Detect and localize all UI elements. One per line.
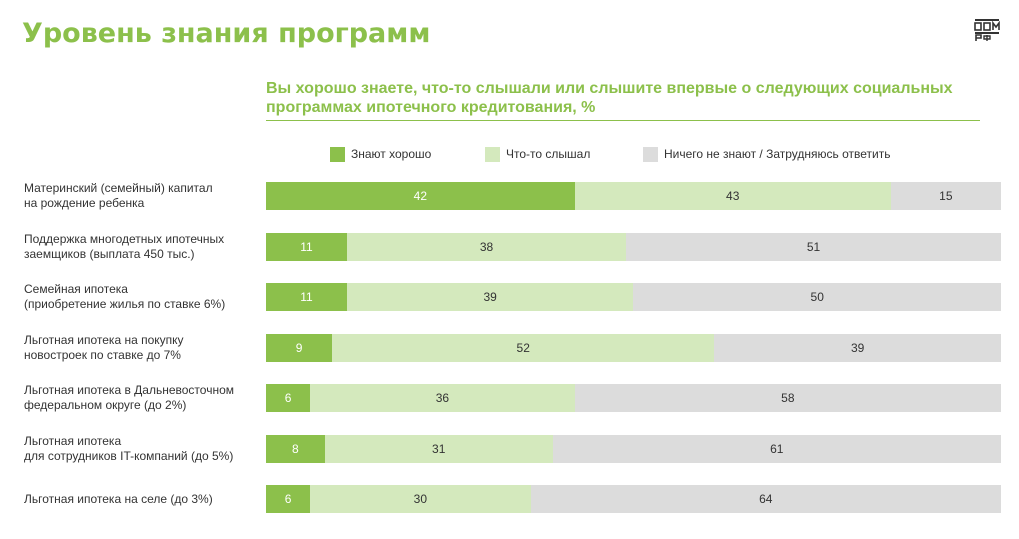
legend-label-none: Ничего не знают / Затрудняюсь ответить <box>664 147 891 161</box>
page-title: Уровень знания программ <box>22 18 431 49</box>
bar-segment-none: 51 <box>626 233 1001 261</box>
category-label-line: Семейная ипотека <box>24 282 128 296</box>
bar-segment-good: 42 <box>266 182 575 210</box>
bar-row: 11 39 50 <box>266 283 1001 311</box>
bar-segment-heard: 39 <box>346 283 634 311</box>
category-label-line: Льготная ипотека на селе (до 3%) <box>24 491 213 506</box>
category-label-line: федеральном округе (до 2%) <box>24 398 187 412</box>
bar-segment-none: 50 <box>633 283 1001 311</box>
bar-row: 9 52 39 <box>266 334 1001 362</box>
bar-segment-heard: 30 <box>310 485 531 513</box>
category-label-line: заемщиков (выплата 450 тыс.) <box>24 247 195 261</box>
bar-segment-none: 39 <box>714 334 1001 362</box>
bar-segment-none: 64 <box>530 485 1001 513</box>
bar-segment-heard: 38 <box>346 233 627 261</box>
bar-row: 6 36 58 <box>266 384 1001 412</box>
dom-rf-logo <box>974 19 1000 41</box>
bar-segment-heard: 36 <box>310 384 575 412</box>
legend-item-none: Ничего не знают / Затрудняюсь ответить <box>643 146 890 162</box>
chart-legend: Знают хорошо Что-то слышал Ничего не зна… <box>0 146 1019 162</box>
legend-item-heard: Что-то слышал <box>485 146 590 162</box>
bar-row: 6 30 64 <box>266 485 1001 513</box>
bar-segment-none: 61 <box>552 435 1001 463</box>
category-label-line: Материнский (семейный) капитал <box>24 181 213 195</box>
legend-swatch-none <box>643 146 658 162</box>
category-label: Семейная ипотека (приобретение жилья по с… <box>24 282 264 312</box>
legend-swatch-good <box>330 146 345 162</box>
bar-segment-good: 11 <box>266 283 347 311</box>
legend-label-good: Знают хорошо <box>351 147 432 161</box>
bar-segment-good: 11 <box>266 233 347 261</box>
category-label: Льготная ипотека для сотрудников IT-компа… <box>24 434 264 464</box>
category-label: Льготная ипотека на селе (до 3%) <box>24 492 264 507</box>
bar-segment-good: 6 <box>266 485 311 513</box>
legend-item-good: Знают хорошо <box>330 146 431 162</box>
bar-segment-heard: 31 <box>324 435 553 463</box>
category-label: Материнский (семейный) капитал на рождени… <box>24 181 264 211</box>
category-label: Поддержка многодетных ипотечных заемщиков… <box>24 232 264 262</box>
category-label: Льготная ипотека на покупку новостроек по… <box>24 333 264 363</box>
bar-segment-good: 6 <box>266 384 311 412</box>
bar-segment-none: 15 <box>890 182 1001 210</box>
bar-segment-heard: 43 <box>574 182 891 210</box>
bar-segment-heard: 52 <box>332 334 715 362</box>
category-label-line: (приобретение жилья по ставке 6%) <box>24 297 226 311</box>
bar-segment-good: 9 <box>266 334 333 362</box>
legend-label-heard: Что-то слышал <box>506 147 591 161</box>
title-divider <box>266 120 980 121</box>
category-label-line: Льготная ипотека <box>24 434 122 448</box>
category-label-line: Льготная ипотека на покупку <box>24 333 184 347</box>
category-label: Льготная ипотека в Дальневосточном федера… <box>24 383 264 413</box>
bar-row: 11 38 51 <box>266 233 1001 261</box>
category-label-line: для сотрудников IT-компаний (до 5%) <box>24 449 234 463</box>
bar-segment-none: 58 <box>574 384 1001 412</box>
category-label-line: Льготная ипотека в Дальневосточном <box>24 383 234 397</box>
chart-title: Вы хорошо знаете, что-то слышали или слы… <box>266 80 953 116</box>
bar-segment-good: 8 <box>266 435 325 463</box>
bar-row: 42 43 15 <box>266 182 1001 210</box>
bar-row: 8 31 61 <box>266 435 1001 463</box>
category-label-line: Поддержка многодетных ипотечных <box>24 232 225 246</box>
legend-swatch-heard <box>485 146 500 162</box>
category-label-line: на рождение ребенка <box>24 196 145 210</box>
category-label-line: новостроек по ставке до 7% <box>24 348 181 362</box>
